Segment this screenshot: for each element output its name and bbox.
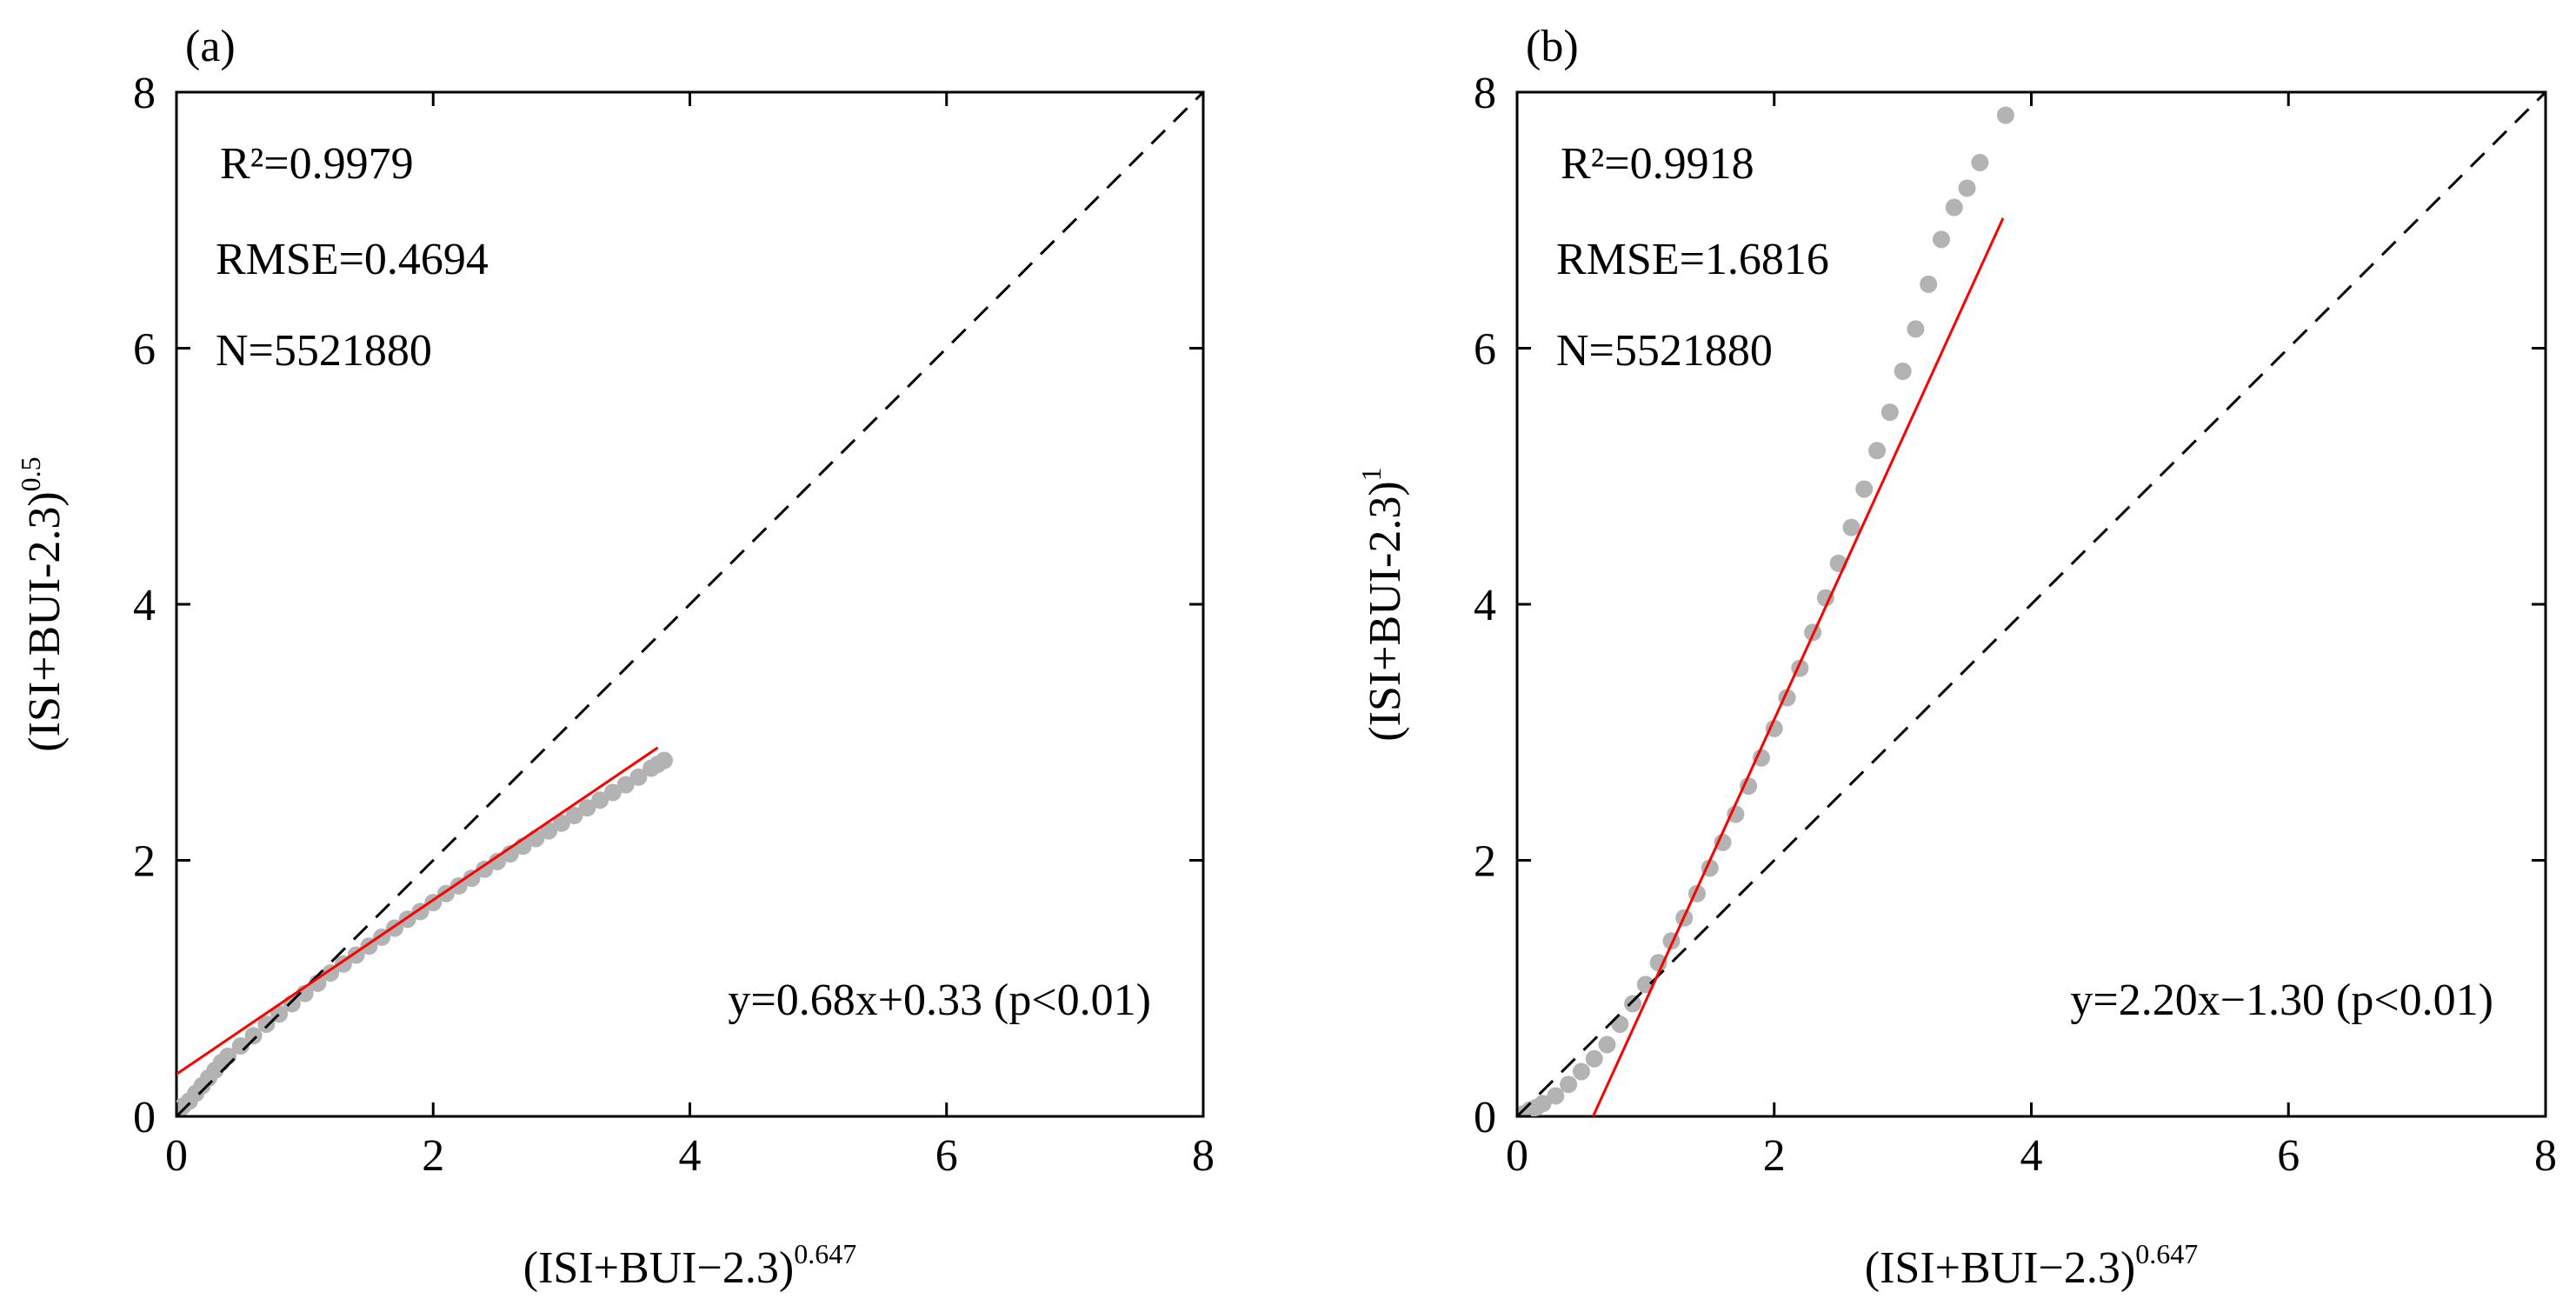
data-point (1572, 1062, 1590, 1081)
data-point (1894, 363, 1912, 381)
n-label-a: N=5521880 (216, 326, 432, 376)
x-axis-label-b: (ISI+BUI−2.3)0.647 (1865, 1238, 2198, 1293)
regression-line (1591, 217, 2005, 1116)
x-tick-label: 8 (2534, 1131, 2557, 1181)
x-axis-label-exponent-b: 0.647 (2135, 1238, 2198, 1269)
data-point (463, 869, 481, 888)
equation-label-a: y=0.68x+0.33 (p<0.01) (728, 976, 1151, 1025)
data-point (334, 955, 352, 973)
rmse-label-a: RMSE=0.4694 (216, 235, 489, 284)
data-point (1649, 954, 1667, 972)
y-axis-label-b: (ISI+BUI-2.3)1 (1355, 467, 1410, 741)
equation-label-b: y=2.20x−1.30 (p<0.01) (2070, 976, 2493, 1025)
y-tick-label: 2 (133, 837, 156, 887)
x-tick-label: 8 (1192, 1131, 1215, 1181)
panel-a: 0 2 4 6 8 0 2 4 6 8 (a) R²=0.9979 RMSE=0.4694 N=5… (15, 22, 1215, 1293)
data-point (1752, 749, 1770, 767)
y-tick-label: 6 (133, 325, 156, 375)
x-axis-label-text-b: (ISI+BUI−2.3) (1865, 1243, 2135, 1293)
data-point (1816, 589, 1834, 607)
x-tick-label: 2 (1763, 1131, 1786, 1181)
y-tick-label: 6 (1474, 325, 1496, 375)
panel-label-a: (a) (185, 22, 236, 71)
data-point (552, 814, 570, 832)
data-point (257, 1015, 276, 1033)
data-point (1714, 833, 1732, 851)
y-tick-label: 8 (133, 69, 156, 118)
data-point (540, 822, 558, 840)
data-point (476, 860, 494, 878)
plot-area-b (1517, 92, 2546, 1116)
x-axis-label-exponent-a: 0.647 (794, 1238, 856, 1269)
x-axis-label-text-a: (ISI+BUI−2.3) (523, 1243, 794, 1293)
data-point (449, 876, 468, 895)
data-point (1624, 995, 1642, 1013)
data-point (1765, 719, 1783, 737)
data-point (489, 852, 507, 870)
data-point (1727, 805, 1745, 823)
y-axis-label-text-a: (ISI+BUI-2.3) (20, 491, 70, 751)
x-tick-label: 6 (935, 1131, 958, 1181)
x-tick-label: 2 (422, 1131, 444, 1181)
x-tick-label: 0 (165, 1131, 188, 1181)
x-axis-label-a: (ISI+BUI−2.3)0.647 (523, 1238, 856, 1293)
data-point (1868, 442, 1887, 460)
x-tick-label: 0 (1506, 1131, 1528, 1181)
data-point (1585, 1049, 1603, 1068)
r2-label-a: R²=0.9979 (220, 139, 414, 189)
data-point (322, 964, 340, 982)
y-tick-label: 4 (133, 581, 156, 630)
y-axis-label-exponent-a: 0.5 (15, 456, 46, 491)
y-tick-label: 0 (133, 1093, 156, 1142)
plot-area-a (176, 92, 1203, 1116)
data-point (1920, 275, 1938, 293)
ticks-b: 0 2 4 6 8 0 2 4 6 8 (1474, 69, 2557, 1181)
data-point (616, 776, 635, 794)
x-tick-label: 6 (2277, 1131, 2300, 1181)
data-point (1855, 480, 1874, 498)
x-tick-label: 4 (679, 1131, 702, 1181)
data-point (1907, 320, 1925, 338)
y-tick-label: 2 (1474, 837, 1496, 887)
data-point (1958, 179, 1976, 197)
y-axis-label-a: (ISI+BUI-2.3)0.5 (15, 456, 70, 751)
y-tick-label: 8 (1474, 69, 1496, 118)
identity-line (176, 92, 1203, 1116)
n-label-b: N=5521880 (1556, 326, 1773, 376)
data-point (591, 791, 609, 809)
data-point (1932, 230, 1950, 249)
y-axis-label-exponent-b: 1 (1355, 467, 1387, 481)
y-tick-label: 4 (1474, 581, 1496, 630)
data-point (655, 751, 673, 769)
data-point (603, 783, 622, 802)
panel-label-b: (b) (1526, 22, 1579, 71)
x-tick-label: 4 (2020, 1131, 2043, 1181)
data-point (629, 768, 648, 786)
data-point (1560, 1076, 1578, 1094)
data-point (231, 1037, 250, 1056)
identity-line (1517, 92, 2546, 1116)
panel-b: 0 2 4 6 8 0 2 4 6 8 (b) R²=0.9918 RMSE=1.6816 N=5… (1355, 22, 2557, 1293)
data-point (1945, 198, 1963, 216)
ticks-a: 0 2 4 6 8 0 2 4 6 8 (133, 69, 1215, 1181)
regression-line (176, 746, 659, 1076)
rmse-label-b: RMSE=1.6816 (1556, 235, 1829, 284)
y-axis-label-text-b: (ISI+BUI-2.3) (1361, 481, 1410, 741)
data-point (1880, 403, 1899, 422)
data-point (1842, 518, 1860, 536)
y-tick-label: 0 (1474, 1093, 1496, 1142)
data-point (1971, 153, 1989, 171)
data-point (244, 1027, 263, 1045)
r2-label-b: R²=0.9918 (1561, 139, 1754, 189)
data-point (1547, 1087, 1565, 1105)
data-point (1996, 106, 2014, 124)
data-point (565, 806, 583, 824)
data-point (1534, 1095, 1552, 1113)
data-point (1611, 1015, 1629, 1033)
data-point (1740, 777, 1758, 796)
data-point (578, 799, 596, 817)
data-point (1598, 1036, 1616, 1054)
